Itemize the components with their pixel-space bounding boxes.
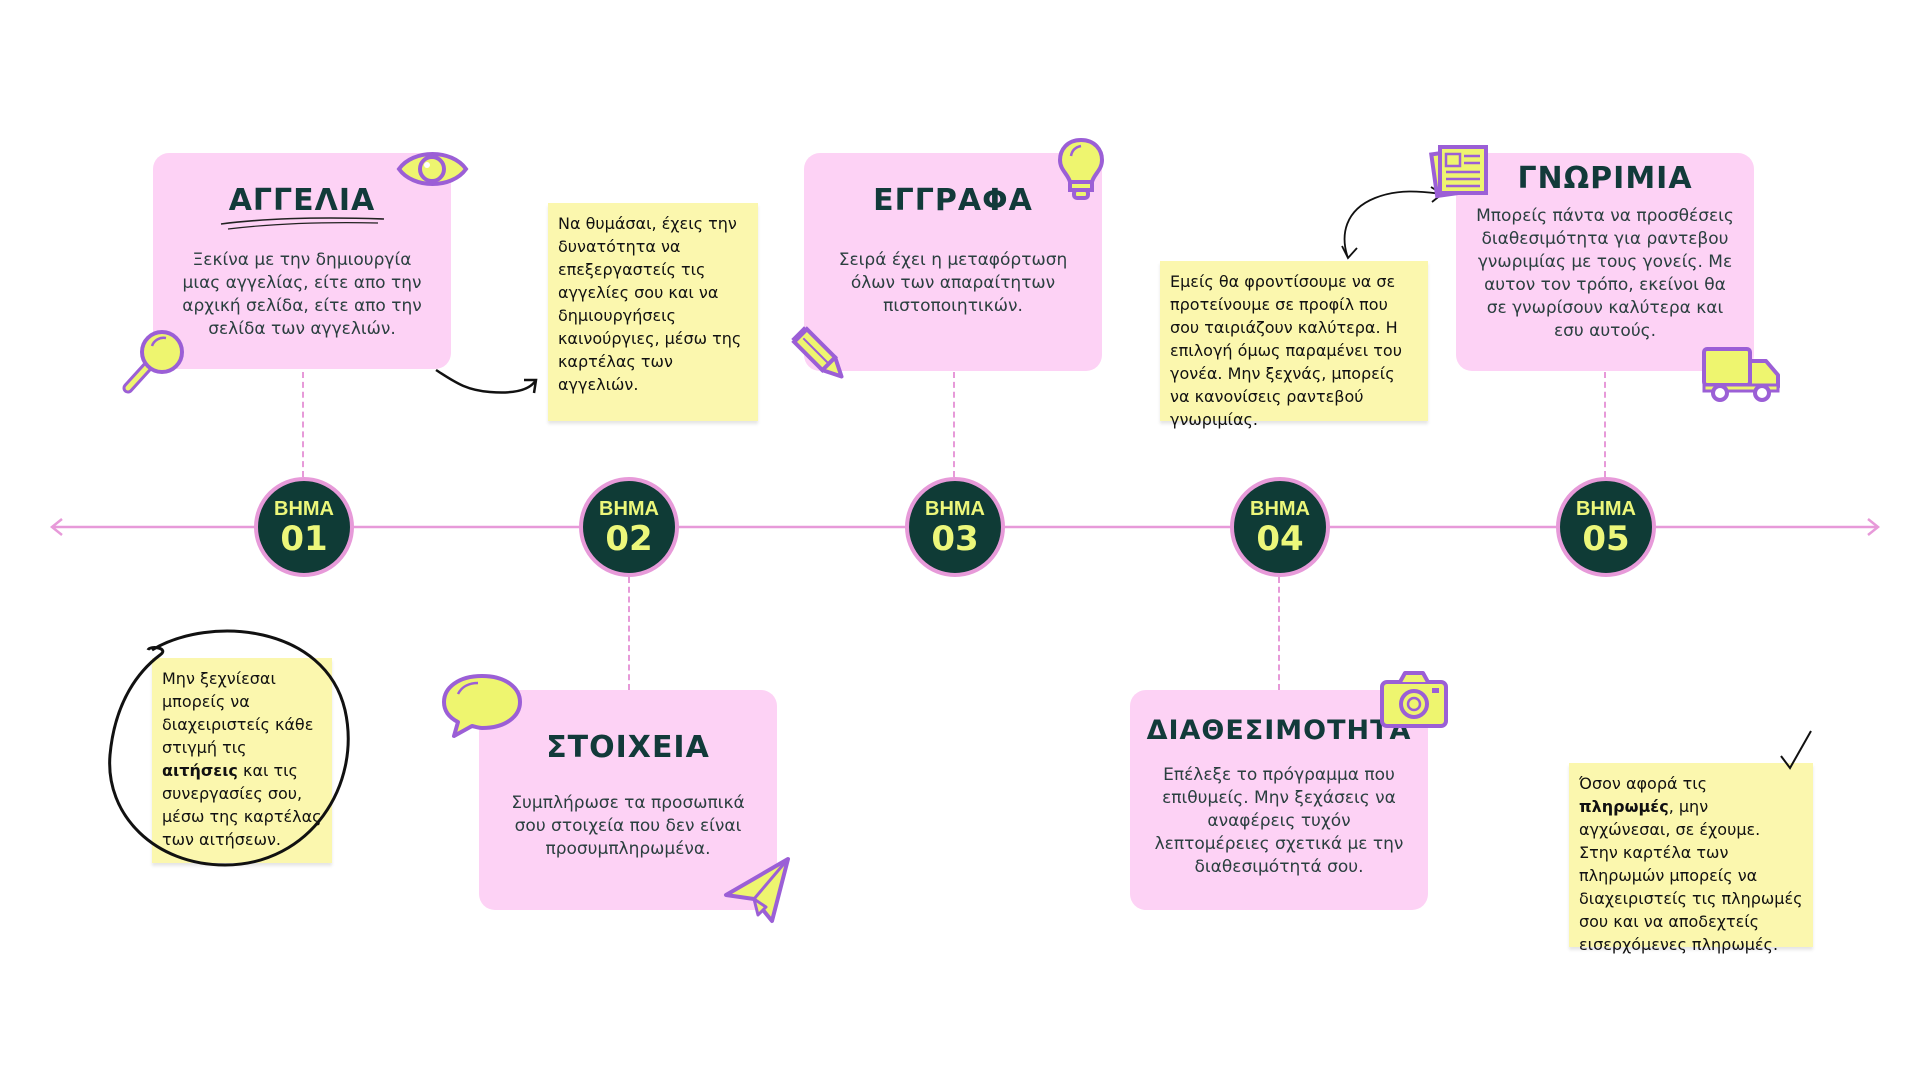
card-body: Ξεκίνα με την δημιουργία μιας αγγελίας, … bbox=[182, 250, 422, 339]
connector-step-2 bbox=[628, 577, 630, 690]
step-number: 02 bbox=[605, 519, 653, 559]
note-text-before: Όσον αφορά τις bbox=[1579, 774, 1708, 793]
step-circle-5: ΒΗΜΑ 05 bbox=[1556, 477, 1656, 577]
checkmark-icon bbox=[1780, 730, 1812, 770]
step-label: ΒΗΜΑ bbox=[1576, 498, 1636, 520]
newspaper-icon bbox=[1429, 145, 1488, 199]
note-edit-ads: Να θυμάσαι, έχεις την δυνατότητα να επεξ… bbox=[548, 203, 758, 421]
paper-plane-icon bbox=[724, 857, 790, 923]
scribble-circle bbox=[108, 629, 350, 867]
note-text-before: Μην ξεχνίεσαι μπορείς να διαχειριστείς κ… bbox=[162, 669, 314, 757]
card-title: ΣΤΟΙΧΕΙΑ bbox=[546, 730, 710, 765]
step-circle-4: ΒΗΜΑ 04 bbox=[1230, 477, 1330, 577]
step-number: 05 bbox=[1582, 519, 1630, 559]
note-text-after: , μην αγχώνεσαι, σε έχουμε. Στην καρτέλα… bbox=[1579, 797, 1803, 954]
arrow-to-note bbox=[435, 368, 538, 394]
card-body: Επέλεξε το πρόγραμμα που επιθυμείς. Μην … bbox=[1154, 765, 1404, 877]
step-label: ΒΗΜΑ bbox=[274, 498, 334, 520]
magnifier-icon bbox=[122, 330, 184, 394]
card-aggelia: ΑΓΓΕΛΙΑ Ξεκίνα με την δημιουργία μιας αγ… bbox=[153, 153, 451, 369]
step-label: ΒΗΜΑ bbox=[599, 498, 659, 520]
step-circle-2: ΒΗΜΑ 02 bbox=[579, 477, 679, 577]
truck-icon bbox=[1702, 347, 1780, 402]
connector-step-4 bbox=[1278, 577, 1280, 690]
card-body: Συμπλήρωσε τα προσωπικά σου στοιχεία που… bbox=[511, 793, 745, 859]
lightbulb-icon bbox=[1057, 137, 1105, 200]
card-diathesimotita: ΔΙΑΘΕΣΙΜΟΤΗΤΑ Επέλεξε το πρόγραμμα που ε… bbox=[1130, 690, 1428, 910]
eye-icon bbox=[396, 152, 469, 186]
card-title: ΑΓΓΕΛΙΑ bbox=[228, 183, 376, 218]
connector-step-5 bbox=[1604, 372, 1606, 477]
card-stoixeia: ΣΤΟΙΧΕΙΑ Συμπλήρωσε τα προσωπικά σου στο… bbox=[479, 690, 777, 910]
title-underline-scribble bbox=[220, 217, 385, 230]
step-number: 03 bbox=[931, 519, 979, 559]
camera-icon bbox=[1380, 671, 1448, 728]
card-title: ΕΓΓΡΑΦΑ bbox=[873, 183, 1033, 218]
step-number: 04 bbox=[1256, 519, 1304, 559]
step-label: ΒΗΜΑ bbox=[1250, 498, 1310, 520]
connector-step-3 bbox=[953, 372, 955, 477]
pencil-icon bbox=[791, 326, 844, 379]
step-circle-1: ΒΗΜΑ 01 bbox=[254, 477, 354, 577]
card-title: ΔΙΑΘΕΣΙΜΟΤΗΤΑ bbox=[1146, 715, 1412, 746]
note-text-bold: πληρωμές bbox=[1579, 797, 1669, 816]
card-body: Μπορείς πάντα να προσθέσεις διαθεσιμότητ… bbox=[1476, 206, 1734, 341]
card-title: ΓΝΩΡΙΜΙΑ bbox=[1517, 161, 1693, 196]
note-text-bold: αιτήσεις bbox=[162, 761, 238, 780]
connector-step-1 bbox=[302, 372, 304, 477]
note-payments: Όσον αφορά τις πληρωμές, μην αγχώνεσαι, … bbox=[1569, 763, 1813, 954]
card-body: Σειρά έχει η μεταφόρτωση όλων των απαραί… bbox=[838, 250, 1068, 316]
speech-bubble-icon bbox=[442, 674, 522, 738]
note-profiles: Εμείς θα φροντίσουμε να σε προτείνουμε σ… bbox=[1160, 261, 1428, 429]
step-circle-3: ΒΗΜΑ 03 bbox=[905, 477, 1005, 577]
note-applications: Μην ξεχνίεσαι μπορείς να διαχειριστείς κ… bbox=[152, 658, 332, 863]
step-number: 01 bbox=[280, 519, 328, 559]
note-text-after: και τις συνεργασίες σου, μέσω της καρτέλ… bbox=[162, 761, 322, 849]
card-gnorimia: ΓΝΩΡΙΜΙΑ Μπορείς πάντα να προσθέσεις δια… bbox=[1456, 153, 1754, 371]
note-text: Εμείς θα φροντίσουμε να σε προτείνουμε σ… bbox=[1170, 272, 1402, 429]
note-text: Να θυμάσαι, έχεις την δυνατότητα να επεξ… bbox=[558, 214, 742, 394]
step-label: ΒΗΜΑ bbox=[925, 498, 985, 520]
card-eggrafa: ΕΓΓΡΑΦΑ Σειρά έχει η μεταφόρτωση όλων τω… bbox=[804, 153, 1102, 371]
